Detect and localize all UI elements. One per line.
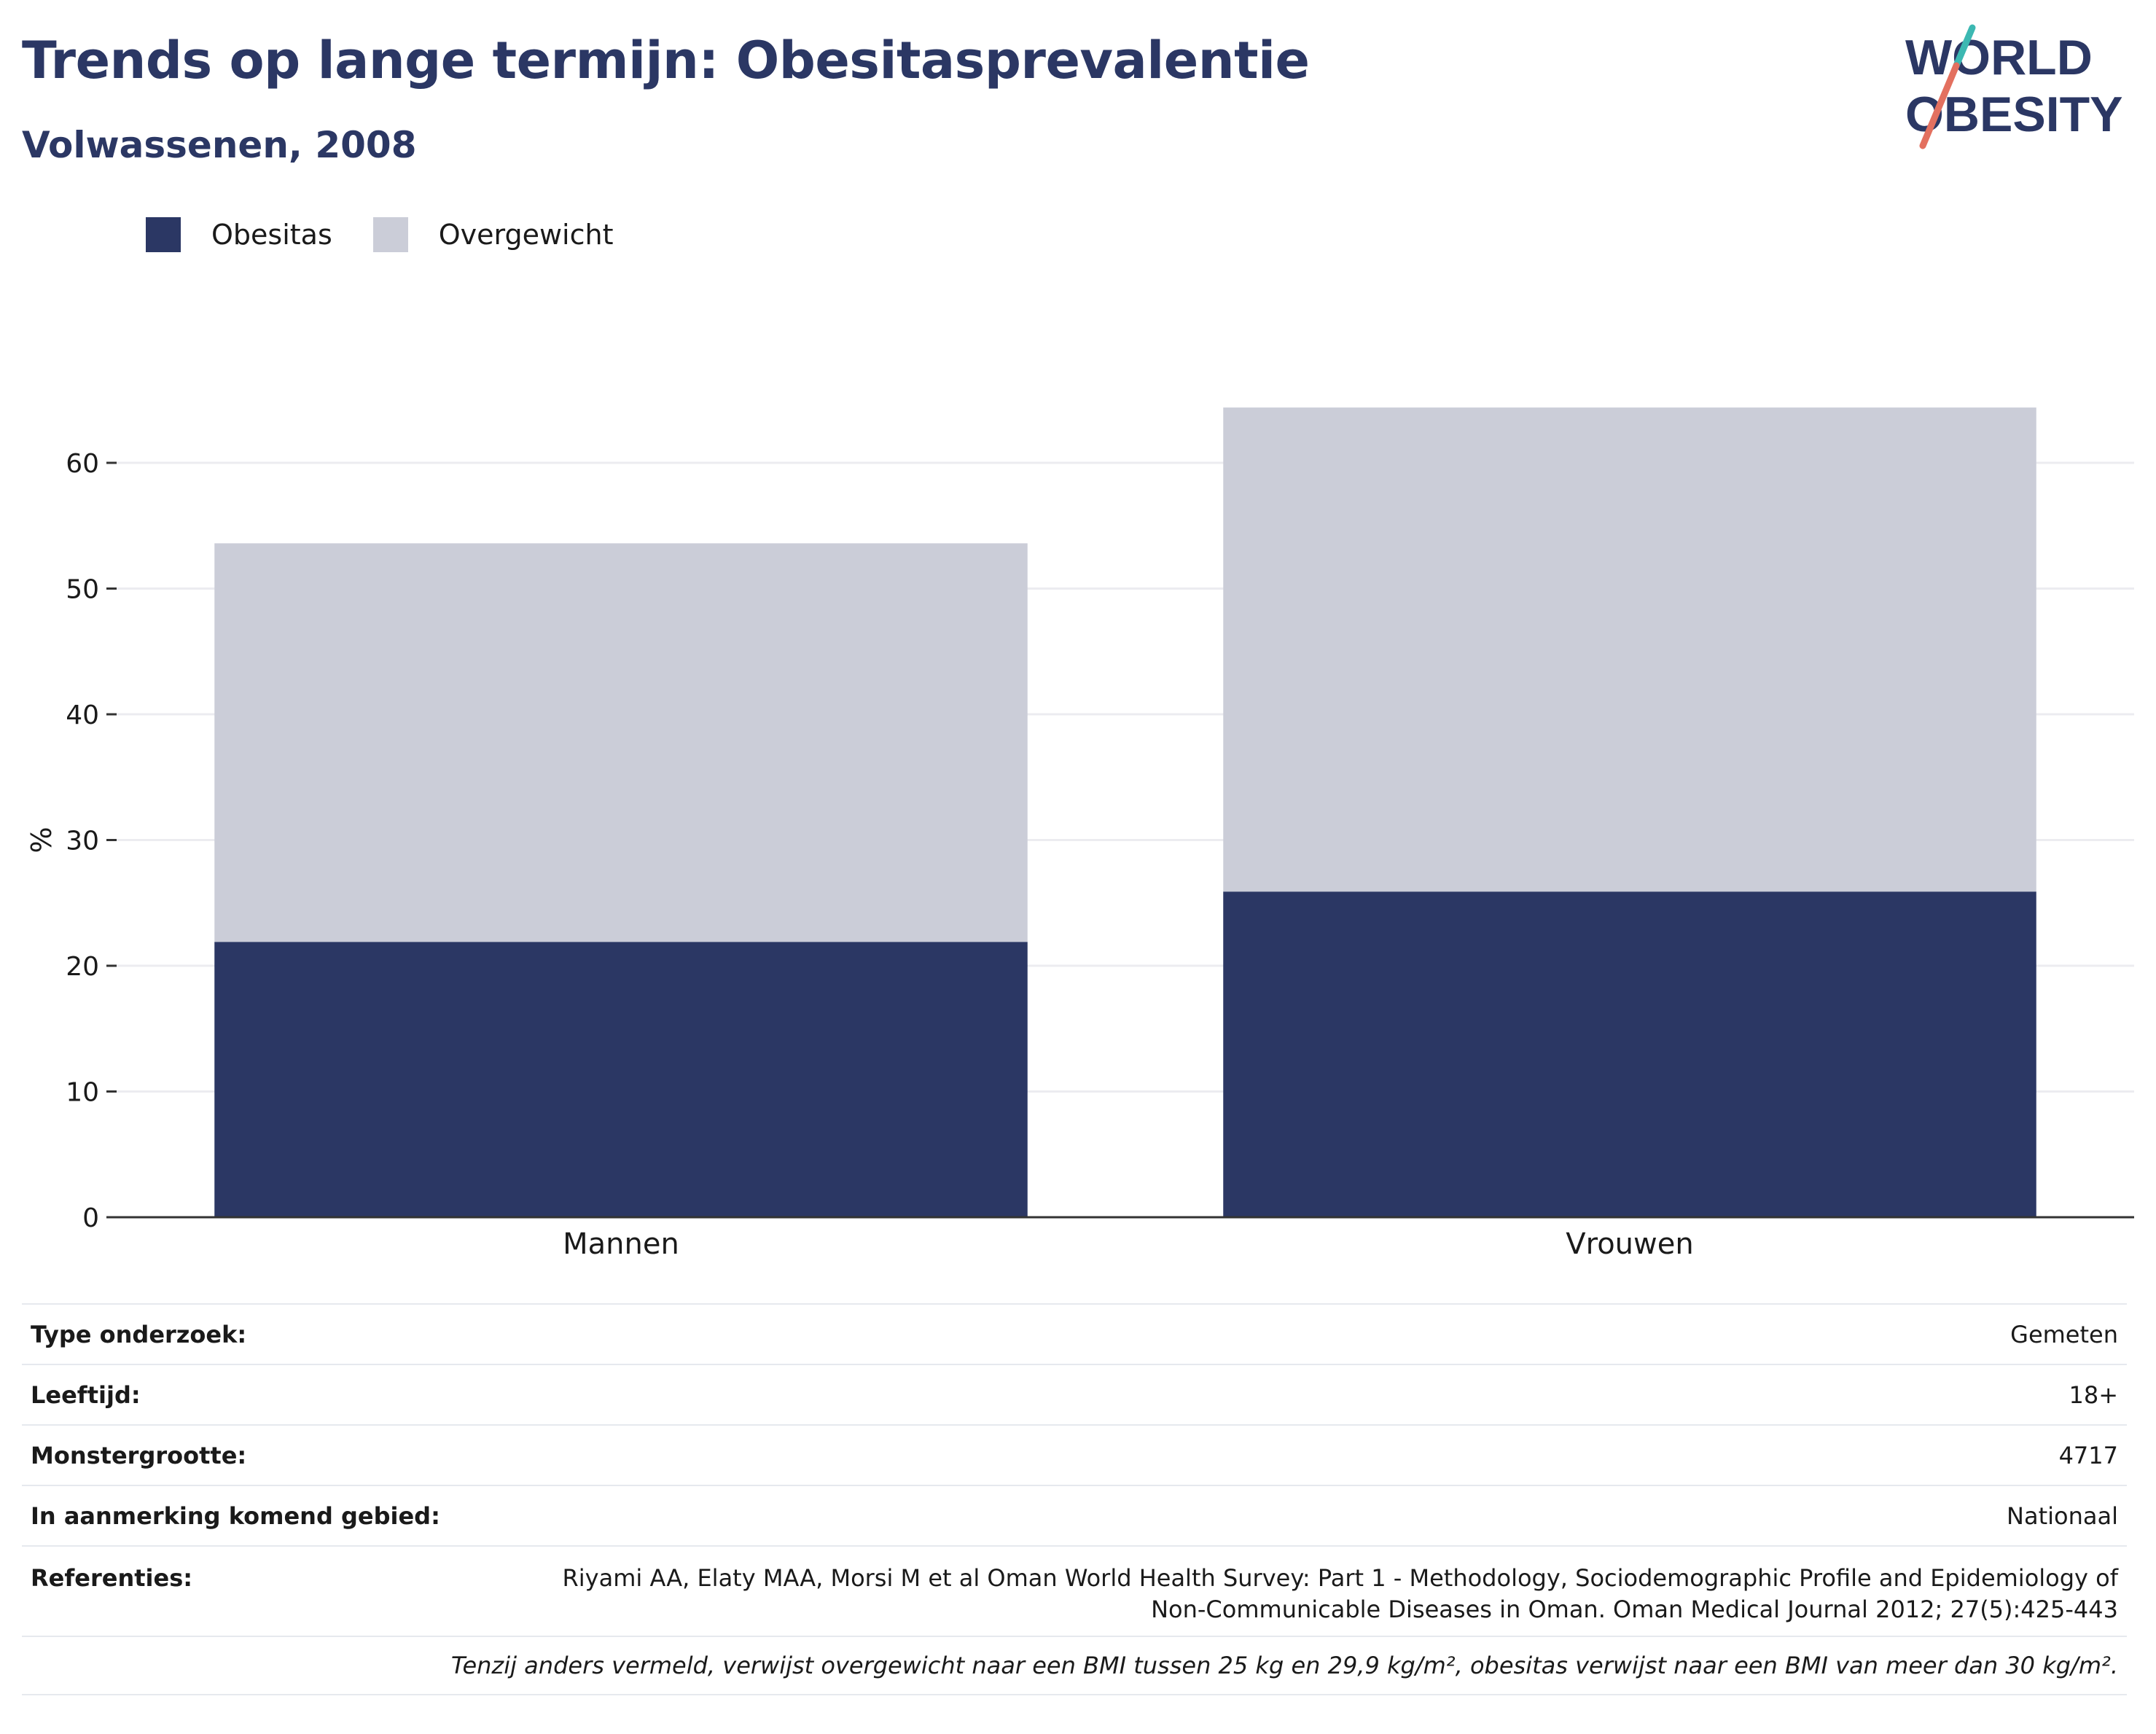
y-axis-label: %: [26, 827, 58, 853]
bar-obesitas-mannen: [214, 942, 1028, 1217]
info-label: Leeftijd:: [31, 1380, 141, 1409]
reference-line-1: Riyami AA, Elaty MAA, Morsi M et al Oman…: [562, 1564, 2118, 1592]
info-label: In aanmerking komend gebied:: [31, 1501, 440, 1530]
info-value: 4717: [2058, 1441, 2118, 1469]
y-tick-label: 50: [66, 575, 99, 605]
reference-line-2: Non-Communicable Diseases in Oman. Oman …: [1151, 1596, 2118, 1623]
chart-legend: Obesitas Overgewicht: [146, 217, 655, 252]
info-label: Referenties:: [31, 1564, 193, 1592]
info-row-type: Type onderzoek: Gemeten: [22, 1303, 2127, 1364]
y-tick-label: 10: [66, 1078, 99, 1108]
info-label: Type onderzoek:: [31, 1320, 247, 1348]
info-table: Type onderzoek: Gemeten Leeftijd: 18+ Mo…: [22, 1303, 2127, 1695]
footnote: Tenzij anders vermeld, verwijst overgewi…: [22, 1636, 2127, 1695]
world-obesity-logo: WORLD OBESITY: [1905, 24, 2123, 149]
x-tick-label: Vrouwen: [1566, 1227, 1693, 1261]
info-row-area: In aanmerking komend gebied: Nationaal: [22, 1485, 2127, 1545]
legend-swatch-overgewicht: [372, 217, 408, 252]
info-value: Gemeten: [2010, 1320, 2118, 1348]
legend-swatch-obesitas: [146, 217, 181, 252]
bar-overgewicht-vrouwen: [1223, 407, 2036, 892]
legend-label-overgewicht: Overgewicht: [438, 219, 614, 251]
x-tick-label: Mannen: [563, 1227, 679, 1261]
info-row-references: Referenties: Riyami AA, Elaty MAA, Morsi…: [22, 1545, 2127, 1636]
y-tick-label: 0: [82, 1203, 99, 1233]
svg-text:WORLD: WORLD: [1905, 30, 2093, 85]
info-value: 18+: [2069, 1380, 2118, 1409]
chart-subtitle: Volwassenen, 2008: [22, 124, 417, 166]
info-row-sample: Monstergrootte: 4717: [22, 1424, 2127, 1485]
info-value: Riyami AA, Elaty MAA, Morsi M et al Oman…: [563, 1563, 2118, 1636]
chart-title: Trends op lange termijn: Obesitasprevale…: [22, 31, 1310, 90]
info-value: Nationaal: [2007, 1501, 2118, 1530]
info-label: Monstergrootte:: [31, 1441, 247, 1469]
y-tick-label: 40: [66, 700, 99, 730]
y-tick-label: 30: [66, 827, 99, 856]
stacked-bar-chart: 0 10 20 30 40 50 60% Mannen Vrouwen: [26, 407, 2134, 1261]
legend-label-obesitas: Obesitas: [211, 219, 332, 251]
bar-overgewicht-mannen: [214, 543, 1028, 942]
info-row-age: Leeftijd: 18+: [22, 1364, 2127, 1424]
y-tick-label: 60: [66, 449, 99, 479]
y-tick-label: 20: [66, 952, 99, 982]
bar-obesitas-vrouwen: [1223, 891, 2036, 1217]
